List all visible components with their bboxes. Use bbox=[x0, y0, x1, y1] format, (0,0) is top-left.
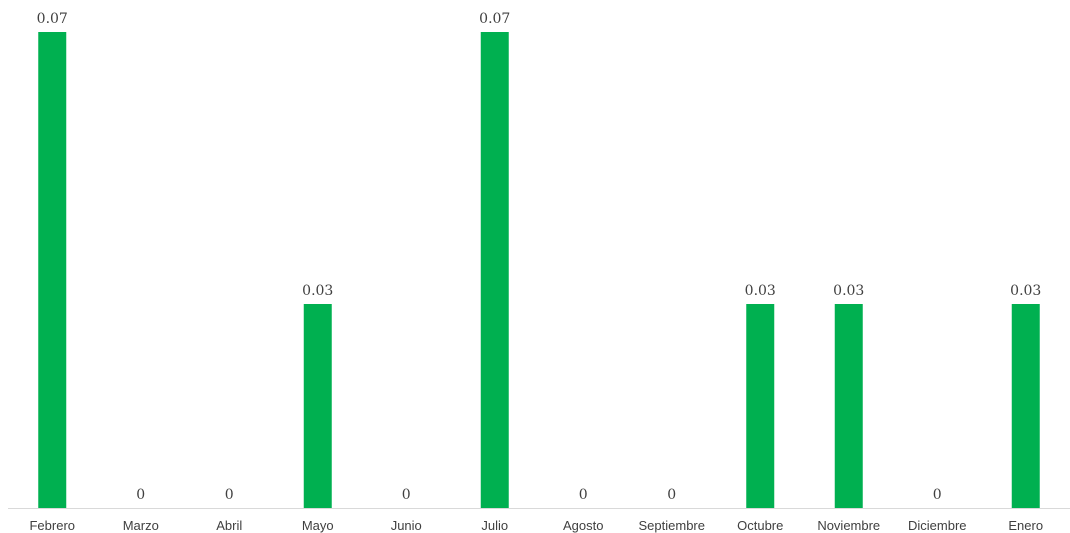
x-tick-label-mayo: Mayo bbox=[302, 518, 334, 533]
x-tick-label-abril: Abril bbox=[216, 518, 242, 533]
x-tick-label-diciembre: Diciembre bbox=[908, 518, 967, 533]
x-tick-label-julio: Julio bbox=[481, 518, 508, 533]
x-tick-label-enero: Enero bbox=[1008, 518, 1043, 533]
value-label-mayo: 0.03 bbox=[302, 283, 333, 299]
x-tick-label-noviembre: Noviembre bbox=[817, 518, 880, 533]
value-label-julio: 0.07 bbox=[479, 11, 510, 27]
bars-group bbox=[38, 32, 1040, 508]
x-tick-labels-group: Febrero Marzo Abril Mayo Junio Julio Agosto Sep… bbox=[29, 518, 1043, 533]
bar-julio bbox=[480, 32, 509, 508]
value-label-marzo: 0 bbox=[136, 487, 145, 503]
bar-enero bbox=[1011, 304, 1040, 508]
value-label-enero: 0.03 bbox=[1010, 283, 1041, 299]
bar-mayo bbox=[303, 304, 332, 508]
value-label-agosto: 0 bbox=[579, 487, 588, 503]
value-label-abril: 0 bbox=[225, 487, 234, 503]
value-label-septiembre: 0 bbox=[667, 487, 676, 503]
x-tick-label-septiembre: Septiembre bbox=[639, 518, 705, 533]
x-tick-label-marzo: Marzo bbox=[123, 518, 159, 533]
value-label-junio: 0 bbox=[402, 487, 411, 503]
bar-noviembre bbox=[834, 304, 863, 508]
value-label-febrero: 0.07 bbox=[37, 11, 68, 27]
x-tick-label-febrero: Febrero bbox=[29, 518, 75, 533]
x-tick-label-agosto: Agosto bbox=[563, 518, 603, 533]
bar-febrero bbox=[38, 32, 67, 508]
value-label-octubre: 0.03 bbox=[745, 283, 776, 299]
value-labels-group: 0.07 0 0 0.03 0 0.07 0 0 0.03 0.03 0 0.03 bbox=[37, 11, 1042, 503]
x-tick-label-octubre: Octubre bbox=[737, 518, 783, 533]
value-label-diciembre: 0 bbox=[933, 487, 942, 503]
value-label-noviembre: 0.03 bbox=[833, 283, 864, 299]
bar-octubre bbox=[746, 304, 775, 508]
x-tick-label-junio: Junio bbox=[391, 518, 422, 533]
